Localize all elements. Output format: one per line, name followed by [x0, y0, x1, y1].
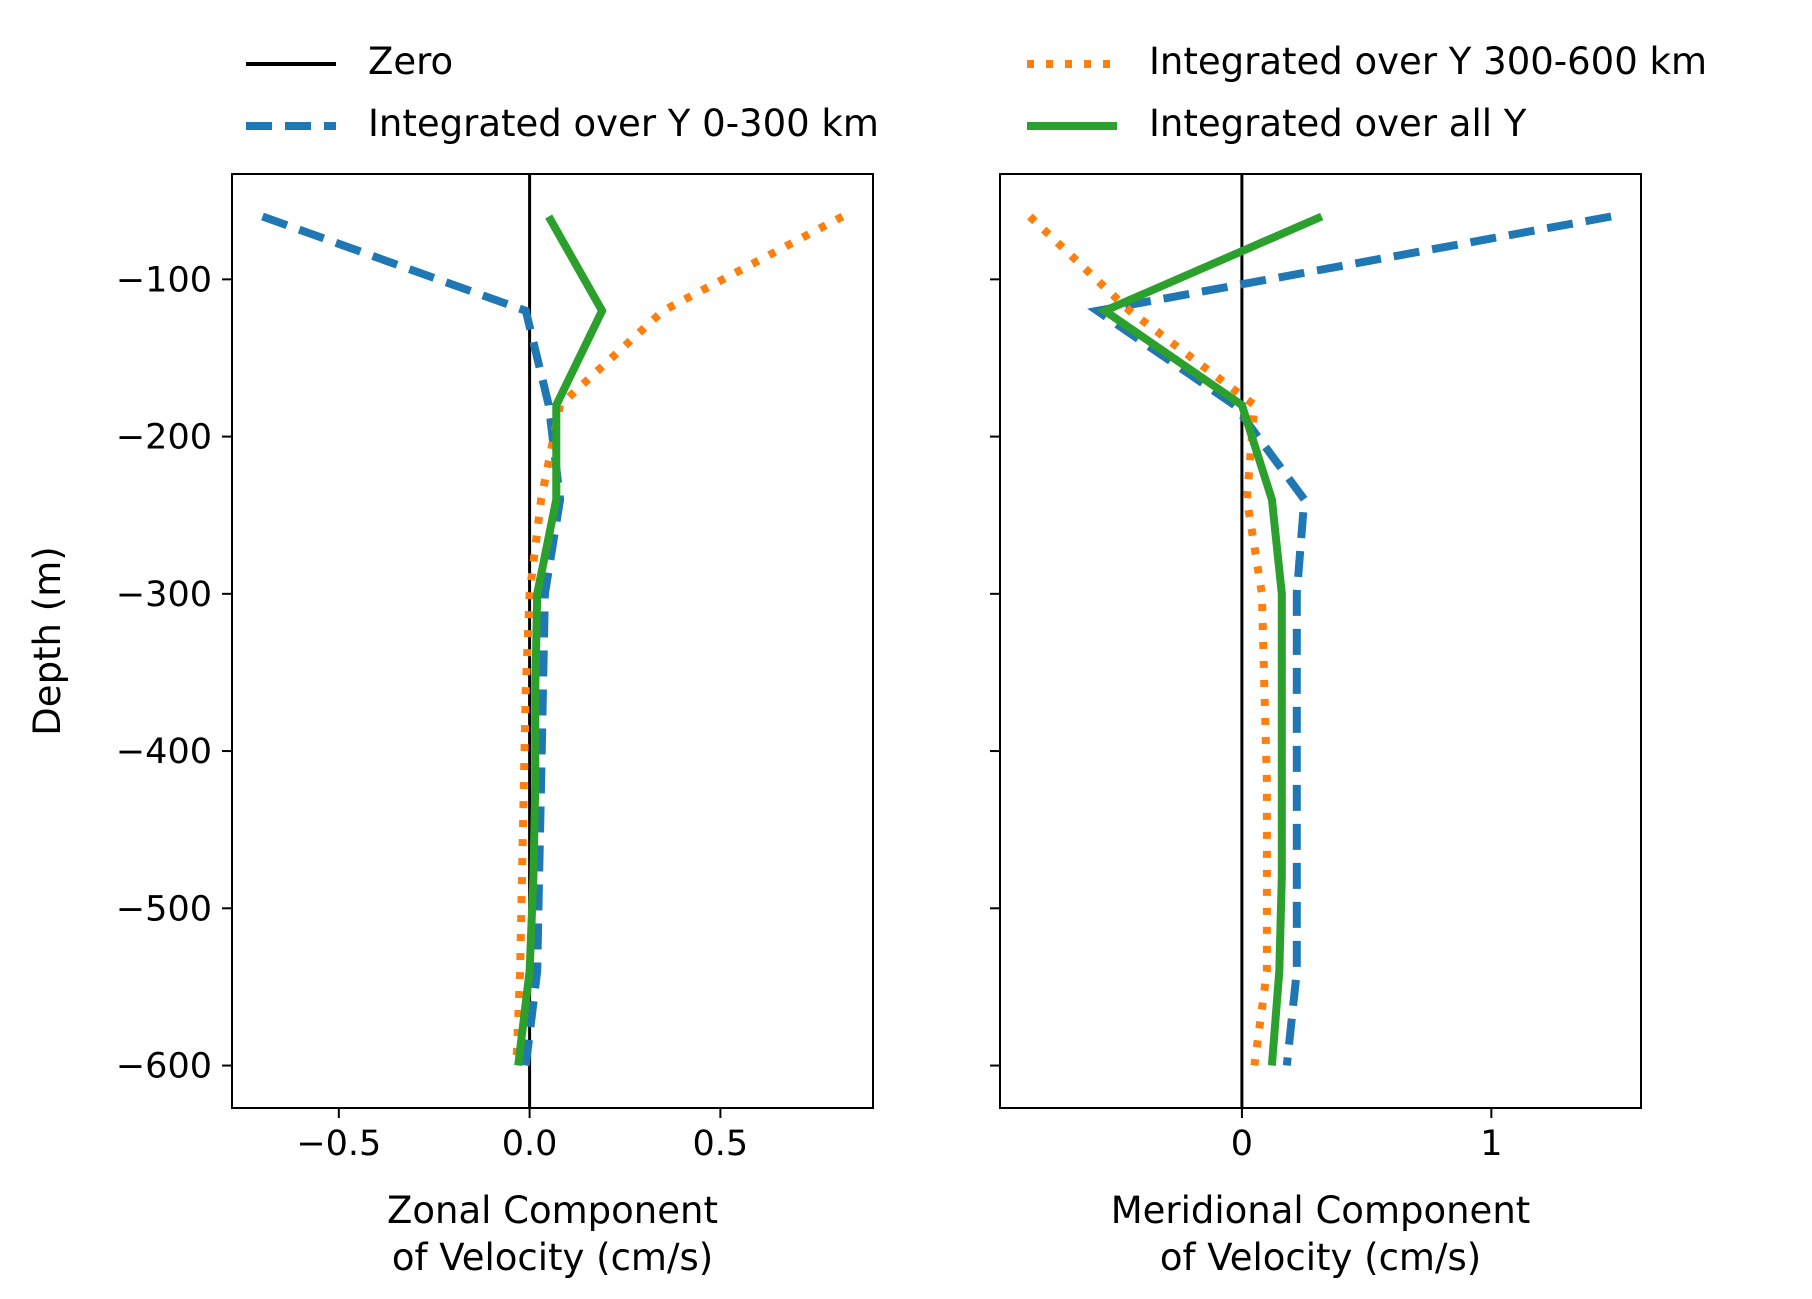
x-axis-label-line: Meridional Component: [1111, 1189, 1531, 1232]
x-axis-label-line: of Velocity (cm/s): [392, 1236, 713, 1279]
series-line-y300_600: [1027, 213, 1271, 1067]
x-tick-label: 0.5: [693, 1124, 749, 1164]
axes-frame: [231, 173, 874, 1109]
legend-label-all: Integrated over all Y: [1149, 102, 1527, 145]
series-line-all: [1096, 212, 1324, 1066]
legend-item-y0_300: Integrated over Y 0-300 km: [246, 102, 879, 145]
legend: Zero Integrated over Y 0-300 km Integrated…: [246, 40, 1707, 145]
legend-label-zero: Zero: [368, 40, 453, 83]
x-tick-label: 1: [1480, 1124, 1502, 1164]
x-axis-label-line: of Velocity (cm/s): [1160, 1236, 1481, 1279]
series-line-y300_600: [512, 212, 845, 1066]
legend-item-all: Integrated over all Y: [1027, 102, 1527, 145]
plot-area: [261, 174, 845, 1108]
y-axis-label: Depth (m): [26, 546, 69, 735]
x-tick-label: 0: [1231, 1124, 1253, 1164]
y-tick-label: −400: [116, 732, 212, 772]
series-line-all: [514, 214, 607, 1066]
legend-label-y300_600: Integrated over Y 300-600 km: [1149, 40, 1707, 83]
legend-item-y300_600: Integrated over Y 300-600 km: [1027, 40, 1707, 83]
series-line-y0_300: [261, 212, 565, 1066]
y-tick-label: −200: [116, 418, 212, 458]
legend-label-y0_300: Integrated over Y 0-300 km: [368, 102, 879, 145]
y-tick-label: −300: [116, 575, 212, 615]
legend-item-zero: Zero: [246, 40, 453, 83]
y-tick-label: −100: [116, 260, 212, 300]
axes-frame: [999, 173, 1642, 1109]
series-line-y0_300: [1087, 212, 1612, 1066]
plot-area: [1027, 174, 1612, 1108]
y-tick-label: −500: [116, 889, 212, 929]
y-tick-label: −600: [116, 1047, 212, 1087]
x-tick-label: −0.5: [296, 1124, 381, 1164]
x-tick-label: 0.0: [502, 1124, 558, 1164]
meridional-velocity-panel: 0 1 Meridional Component of Velocity (cm/s…: [990, 173, 1642, 1279]
x-axis-label-line: Zonal Component: [387, 1189, 718, 1232]
zonal-velocity-panel: −0.5 0.0 0.5 −100 −200 −300 −400 −500 −600 Zonal …: [26, 173, 874, 1279]
